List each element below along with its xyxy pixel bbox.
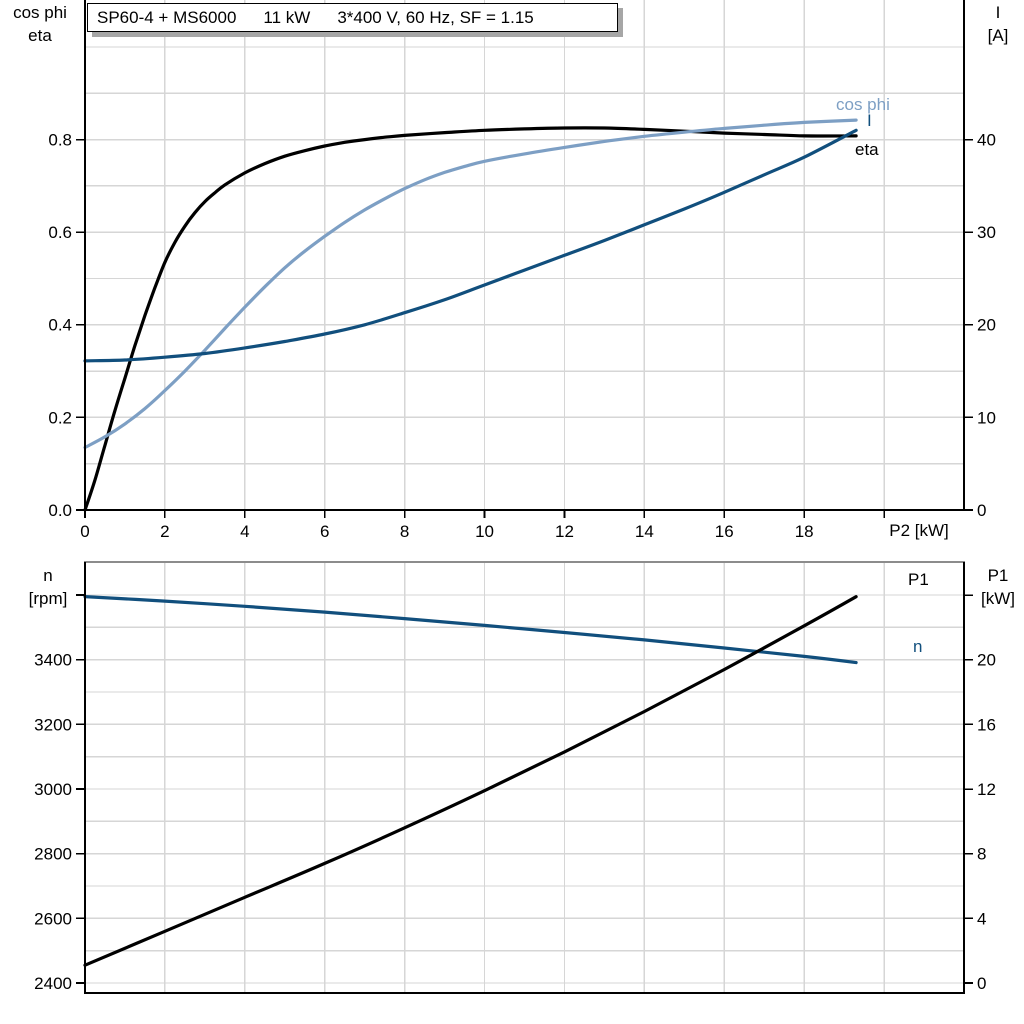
- title-electrical: 3*400 V, 60 Hz, SF = 1.15: [337, 7, 534, 27]
- axis-header-p1: P1: [987, 566, 1009, 585]
- axis-header-cos-phi: cos phi: [13, 3, 67, 22]
- I-curve: [83, 128, 858, 363]
- current-curve-label: I: [867, 111, 872, 130]
- x-tick-label: 8: [400, 522, 409, 541]
- axis-header-current: I: [995, 3, 1001, 22]
- x-tick-label: 6: [320, 522, 329, 541]
- p1-curve-label: P1: [908, 570, 929, 589]
- left-tick-label: 2600: [34, 909, 72, 928]
- left-tick-label: 0.6: [48, 223, 72, 242]
- right-tick-label: 8: [977, 845, 986, 864]
- x-tick-label: 2: [160, 522, 169, 541]
- right-tick-label: 12: [977, 780, 996, 799]
- axis-header-eta: eta: [28, 26, 52, 45]
- left-tick-label: 2400: [34, 974, 72, 993]
- cos-phi-curve-label: cos phi: [836, 95, 890, 114]
- left-tick-label: 0.4: [48, 316, 72, 335]
- bottom-right-axis-header: P1 [kW]: [972, 564, 1024, 610]
- bottom-left-axis-header: n [rpm]: [15, 564, 81, 610]
- cos_phi-curve: [83, 118, 858, 450]
- x-tick-label: 12: [555, 522, 574, 541]
- x-tick-label: 16: [715, 522, 734, 541]
- top-right-axis-header: I [A]: [975, 1, 1021, 47]
- n-curve: [83, 595, 858, 665]
- right-tick-label: 0: [977, 501, 986, 520]
- axis-header-speed: n: [43, 566, 53, 585]
- right-tick-label: 10: [977, 408, 996, 427]
- x-tick-label: 18: [795, 522, 814, 541]
- chart-title-box: SP60-4 + MS6000 11 kW 3*400 V, 60 Hz, SF…: [87, 3, 618, 32]
- right-tick-label: 30: [977, 223, 996, 242]
- x-tick-label: 4: [240, 522, 249, 541]
- left-tick-label: 0.2: [48, 408, 72, 427]
- left-tick-label: 2800: [34, 845, 72, 864]
- axis-header-p1-unit: [kW]: [981, 589, 1015, 608]
- n-curve-label: n: [913, 637, 923, 656]
- top-left-axis-header: cos phi eta: [5, 1, 75, 47]
- x-tick-label: 10: [475, 522, 494, 541]
- P1-curve: [83, 595, 858, 967]
- right-tick-label: 20: [977, 651, 996, 670]
- left-tick-label: 0.8: [48, 131, 72, 150]
- title-power: 11 kW: [263, 7, 311, 27]
- axis-header-current-unit: [A]: [987, 26, 1009, 45]
- right-tick-label: 0: [977, 974, 986, 993]
- left-tick-label: 3200: [34, 715, 72, 734]
- title-model: SP60-4 + MS6000: [97, 7, 237, 27]
- left-tick-label: 3400: [34, 651, 72, 670]
- x-tick-label: 0: [80, 522, 89, 541]
- x-axis-title: P2 [kW]: [889, 521, 949, 540]
- left-tick-label: 3000: [34, 780, 72, 799]
- axis-header-speed-unit: [rpm]: [28, 589, 68, 608]
- right-tick-label: 16: [977, 715, 996, 734]
- right-tick-label: 40: [977, 131, 996, 150]
- eta-curve: [83, 126, 858, 512]
- right-tick-label: 20: [977, 316, 996, 335]
- left-tick-label: 0.0: [48, 501, 72, 520]
- right-tick-label: 4: [977, 909, 986, 928]
- eta-curve-label: eta: [855, 140, 879, 159]
- x-tick-label: 14: [635, 522, 654, 541]
